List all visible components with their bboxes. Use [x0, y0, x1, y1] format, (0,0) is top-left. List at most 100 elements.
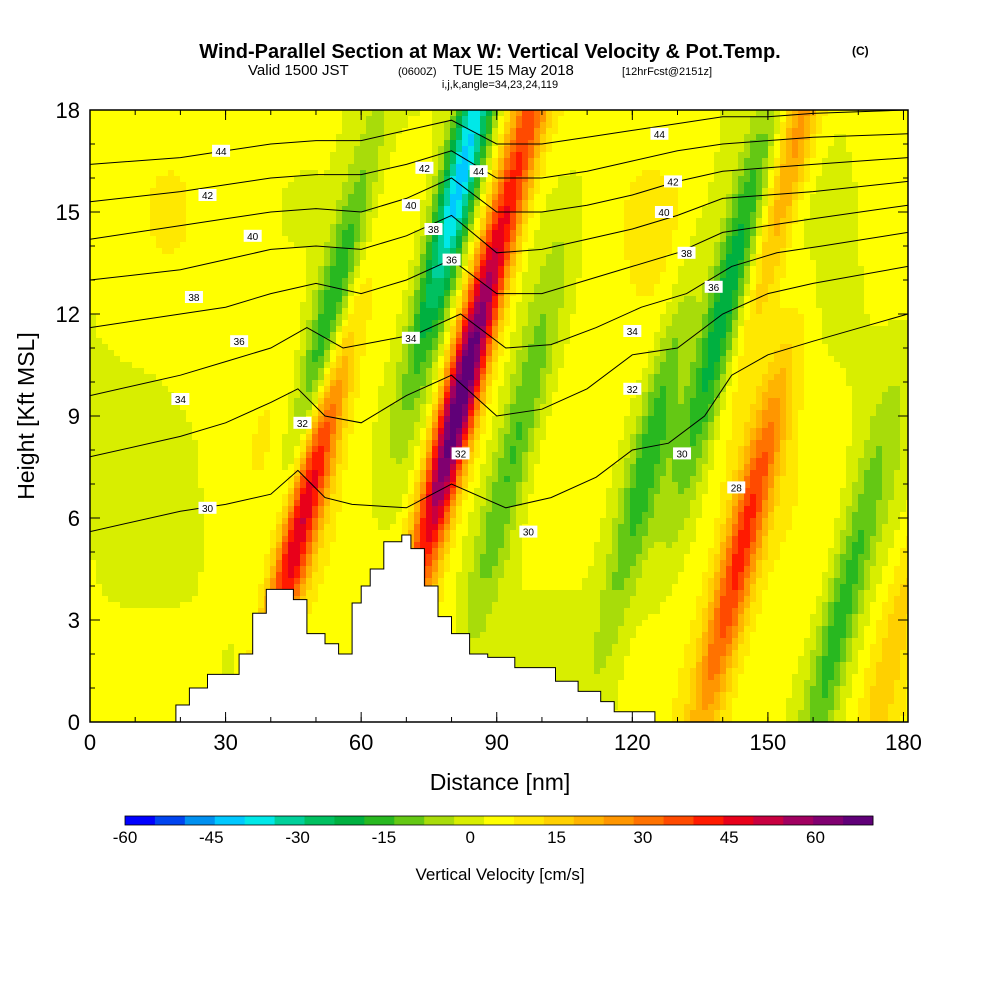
velocity-cell — [876, 134, 883, 141]
velocity-cell — [702, 212, 709, 219]
velocity-cell — [660, 188, 667, 195]
velocity-cell — [870, 128, 877, 135]
velocity-cell — [162, 296, 169, 303]
velocity-cell — [378, 164, 385, 171]
velocity-cell — [360, 272, 367, 279]
velocity-cell — [474, 320, 481, 327]
velocity-cell — [264, 170, 271, 177]
velocity-cell — [792, 116, 799, 123]
velocity-cell — [858, 272, 865, 279]
velocity-cell — [402, 146, 409, 153]
velocity-cell — [876, 290, 883, 297]
velocity-cell — [480, 296, 487, 303]
velocity-cell — [456, 122, 463, 129]
velocity-cell — [342, 206, 349, 213]
velocity-cell — [594, 170, 601, 177]
velocity-cell — [162, 290, 169, 297]
velocity-cell — [630, 278, 637, 285]
velocity-cell — [174, 272, 181, 279]
velocity-cell — [840, 248, 847, 255]
velocity-cell — [228, 146, 235, 153]
velocity-cell — [378, 134, 385, 141]
velocity-cell — [324, 290, 331, 297]
velocity-cell — [822, 146, 829, 153]
velocity-cell — [486, 182, 493, 189]
velocity-cell — [714, 182, 721, 189]
velocity-cell — [648, 278, 655, 285]
velocity-cell — [384, 146, 391, 153]
velocity-cell — [606, 110, 613, 117]
velocity-cell — [654, 140, 661, 147]
velocity-cell — [288, 182, 295, 189]
velocity-cell — [732, 176, 739, 183]
velocity-cell — [564, 320, 571, 327]
velocity-cell — [594, 260, 601, 267]
velocity-cell — [756, 158, 763, 165]
velocity-cell — [750, 116, 757, 123]
velocity-cell — [840, 170, 847, 177]
velocity-cell — [114, 230, 121, 237]
velocity-cell — [168, 278, 175, 285]
velocity-cell — [792, 272, 799, 279]
velocity-cell — [90, 152, 97, 159]
velocity-cell — [270, 182, 277, 189]
velocity-cell — [774, 128, 781, 135]
velocity-cell — [906, 212, 908, 219]
velocity-cell — [630, 236, 637, 243]
velocity-cell — [780, 158, 787, 165]
velocity-cell — [186, 272, 193, 279]
velocity-cell — [318, 188, 325, 195]
velocity-cell — [786, 116, 793, 123]
velocity-cell — [228, 194, 235, 201]
velocity-cell — [756, 254, 763, 261]
velocity-cell — [624, 242, 631, 249]
velocity-cell — [588, 278, 595, 285]
velocity-cell — [396, 212, 403, 219]
velocity-cell — [354, 302, 361, 309]
velocity-cell — [348, 128, 355, 135]
velocity-cell — [594, 308, 601, 315]
velocity-cell — [378, 158, 385, 165]
velocity-cell — [378, 170, 385, 177]
velocity-cell — [312, 296, 319, 303]
velocity-cell — [168, 146, 175, 153]
velocity-cell — [456, 194, 463, 201]
velocity-cell — [444, 236, 451, 243]
velocity-cell — [552, 260, 559, 267]
velocity-cell — [810, 236, 817, 243]
velocity-cell — [516, 272, 523, 279]
velocity-cell — [216, 212, 223, 219]
velocity-cell — [552, 236, 559, 243]
velocity-cell — [588, 260, 595, 267]
velocity-cell — [588, 248, 595, 255]
velocity-cell — [318, 152, 325, 159]
velocity-cell — [564, 176, 571, 183]
velocity-cell — [684, 206, 691, 213]
velocity-cell — [450, 272, 457, 279]
velocity-cell — [492, 230, 499, 237]
velocity-cell — [216, 194, 223, 201]
velocity-cell — [444, 302, 451, 309]
velocity-cell — [726, 218, 733, 225]
velocity-cell — [198, 260, 205, 267]
velocity-cell — [738, 284, 745, 291]
velocity-cell — [540, 152, 547, 159]
velocity-cell — [600, 290, 607, 297]
velocity-cell — [240, 320, 247, 327]
velocity-cell — [768, 278, 775, 285]
velocity-cell — [192, 254, 199, 261]
velocity-cell — [288, 224, 295, 231]
velocity-cell — [822, 236, 829, 243]
velocity-cell — [696, 230, 703, 237]
velocity-cell — [120, 152, 127, 159]
velocity-cell — [564, 212, 571, 219]
velocity-cell — [420, 212, 427, 219]
velocity-cell — [576, 134, 583, 141]
velocity-cell — [546, 164, 553, 171]
velocity-cell — [264, 146, 271, 153]
velocity-cell — [696, 170, 703, 177]
velocity-cell — [828, 278, 835, 285]
velocity-cell — [624, 212, 631, 219]
velocity-cell — [222, 128, 229, 135]
velocity-cell — [486, 188, 493, 195]
